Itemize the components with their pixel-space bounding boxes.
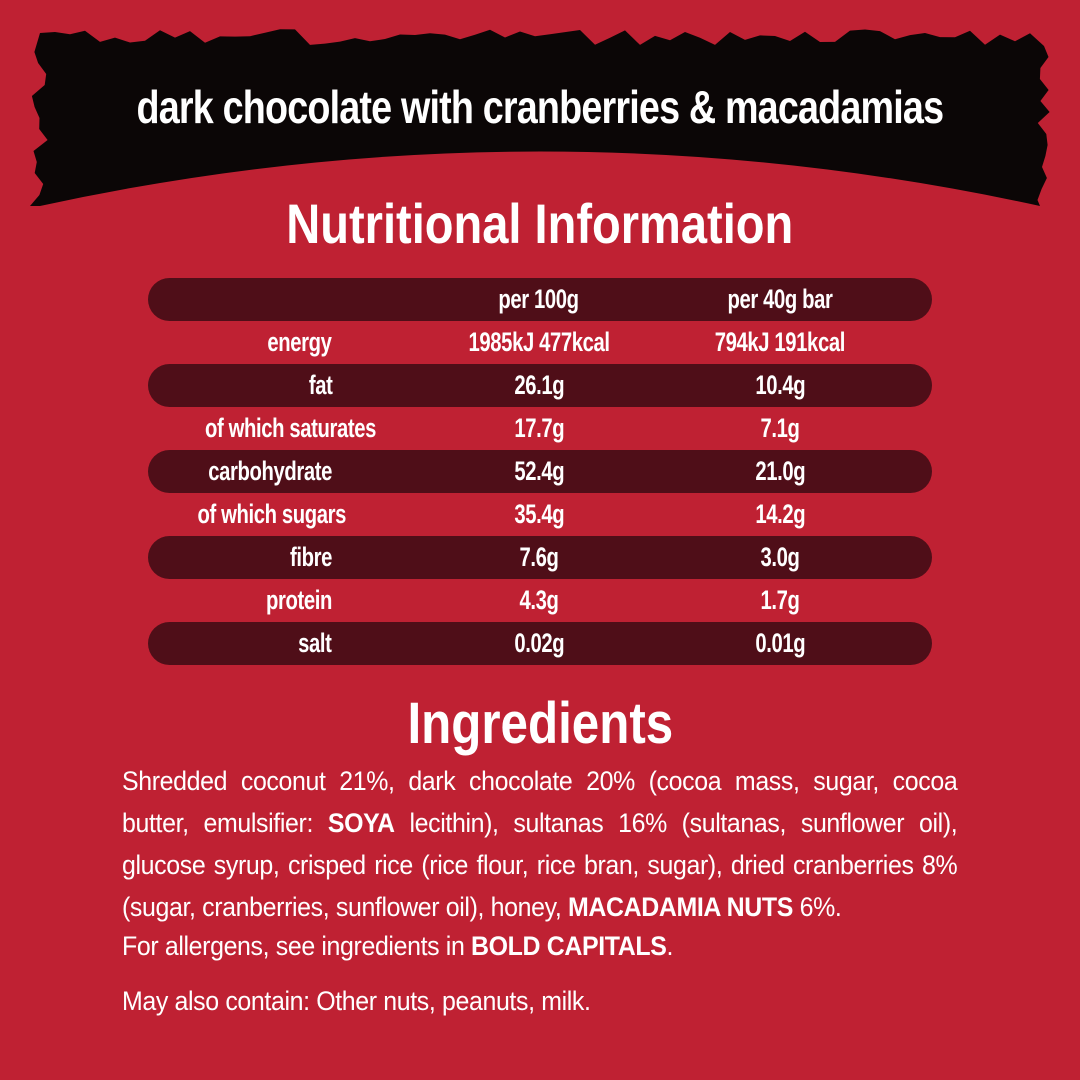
value-per-40g: 14.2g (755, 499, 805, 529)
banner-torn-shape (30, 29, 1050, 207)
bold-capitals-text: BOLD CAPITALS (471, 931, 667, 961)
value-per-100g: 52.4g (514, 456, 564, 486)
row-label: of which saturates (205, 413, 377, 443)
table-row-saturates: of which saturates 17.7g 7.1g (148, 407, 932, 450)
ingredients-text: Shredded coconut 21%, dark chocolate 20%… (122, 760, 958, 928)
row-label: energy (267, 327, 333, 357)
row-label: salt (298, 628, 333, 658)
banner-background (30, 29, 1050, 207)
value-per-100g: 1985kJ 477kcal (468, 327, 610, 357)
value-per-100g: 4.3g (519, 585, 559, 615)
row-label: protein (266, 585, 332, 615)
ingredients-segment: lecithin), sultanas 16% (sultanas, sunfl… (122, 808, 958, 922)
value-per-100g: 7.6g (519, 542, 559, 572)
table-row-fibre: fibre 7.6g 3.0g (148, 536, 932, 579)
table-row-salt: salt 0.02g 0.01g (148, 622, 932, 665)
value-per-40g: 3.0g (760, 542, 800, 572)
table-row-energy: energy 1985kJ 477kcal 794kJ 191kcal (148, 321, 932, 364)
table-header-row: per 100g per 40g bar (148, 278, 932, 321)
value-per-40g: 794kJ 191kcal (714, 327, 846, 357)
column-header-per-100g: per 100g (498, 284, 580, 314)
product-name: dark chocolate with cranberries & macada… (0, 80, 1080, 134)
may-contain-note: May also contain: Other nuts, peanuts, m… (122, 986, 591, 1016)
row-label: fibre (289, 542, 332, 572)
row-label: of which sugars (197, 499, 347, 529)
value-per-40g: 21.0g (755, 456, 805, 486)
value-per-40g: 10.4g (755, 370, 805, 400)
column-header-per-40g-bar: per 40g bar (727, 284, 833, 314)
table-row-carbohydrate: carbohydrate 52.4g 21.0g (148, 450, 932, 493)
ingredients-heading: Ingredients (407, 691, 673, 756)
value-per-100g: 26.1g (514, 370, 564, 400)
value-per-100g: 17.7g (514, 413, 564, 443)
table-row-sugars: of which sugars 35.4g 14.2g (148, 493, 932, 536)
product-name-text: dark chocolate with cranberries & macada… (136, 81, 945, 133)
allergen-note: For allergens, see ingredients in BOLD C… (122, 931, 674, 961)
allergen-soya: SOYA (327, 808, 395, 838)
nutrition-heading: Nutritional Information (286, 192, 794, 255)
allergen-macadamia: MACADAMIA NUTS (567, 892, 794, 922)
value-per-100g: 35.4g (514, 499, 564, 529)
value-per-100g: 0.02g (514, 628, 564, 658)
row-label: fat (308, 370, 332, 400)
table-row-fat: fat 26.1g 10.4g (148, 364, 932, 407)
ingredients-segment: 6%. (793, 892, 842, 922)
value-per-40g: 7.1g (760, 413, 800, 443)
ingredients-segment: Shredded coconut 21%, dark chocolate 20%… (122, 766, 958, 838)
row-label: carbohydrate (208, 456, 332, 486)
value-per-40g: 1.7g (760, 585, 800, 615)
table-row-protein: protein 4.3g 1.7g (148, 579, 932, 622)
value-per-40g: 0.01g (755, 628, 805, 658)
nutrition-table: per 100g per 40g bar energy 1985kJ 477kc… (148, 278, 932, 665)
